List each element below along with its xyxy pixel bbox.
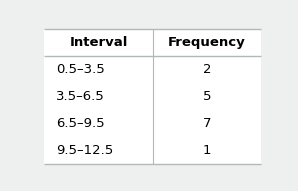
Text: Interval: Interval (69, 36, 128, 49)
Text: 5: 5 (203, 90, 211, 103)
Text: 7: 7 (203, 117, 211, 130)
Text: 2: 2 (203, 63, 211, 76)
Text: 0.5–3.5: 0.5–3.5 (56, 63, 105, 76)
Text: 9.5–12.5: 9.5–12.5 (56, 144, 113, 157)
Text: 3.5–6.5: 3.5–6.5 (56, 90, 105, 103)
Text: 1: 1 (203, 144, 211, 157)
Text: 6.5–9.5: 6.5–9.5 (56, 117, 104, 130)
Text: Frequency: Frequency (168, 36, 246, 49)
